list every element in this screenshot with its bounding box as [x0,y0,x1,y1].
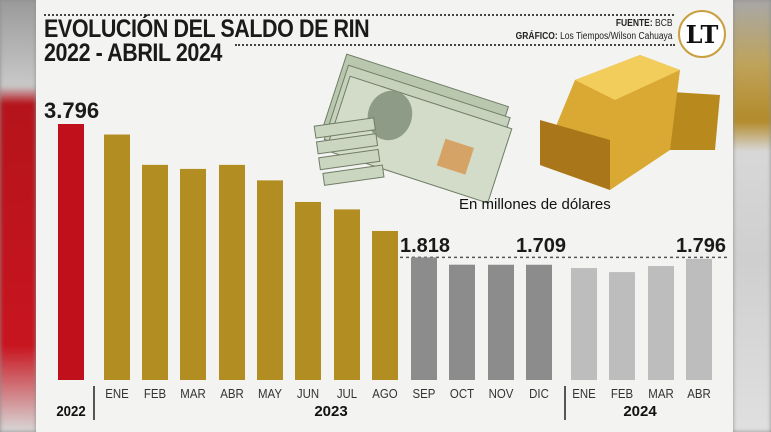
source-label: FUENTE: [616,18,654,29]
bar-13 [571,268,597,380]
category-label-14: FEB [611,386,633,401]
category-label-7: JUL [337,386,358,401]
credits: FUENTE: BCB GRÁFICO: Los Tiempos/Wilson … [516,17,673,43]
bar-1 [104,134,130,380]
unit-label: En millones de dólares [459,196,611,213]
source-value: BCB [655,18,673,29]
bar-6 [295,201,321,380]
title-line-1: EVOLUCIÓN DEL SALDO DE RIN [44,15,370,43]
data-label-9: 1.818 [400,235,450,257]
los-tiempos-logo: LT [678,10,726,58]
graphic-label: GRÁFICO: [516,31,559,42]
bar-7 [334,209,360,380]
category-label-11: NOV [489,386,515,401]
category-label-6: JUN [297,386,319,401]
bar-15 [648,266,674,380]
category-label-16: ABR [687,386,711,401]
group-label-2023: 2023 [314,403,347,420]
category-label-3: MAR [180,386,206,401]
group-label-2024: 2024 [623,403,657,420]
title-line-2: 2022 - ABRIL 2024 [44,39,222,67]
bar-2 [142,164,168,380]
graphic-value: Los Tiempos/Wilson Cahuaya [560,31,673,42]
category-label-8: AGO [372,386,397,401]
bar-0 [58,124,84,380]
data-label-16: 1.796 [676,235,726,257]
gold-bars-illustration [540,55,720,190]
bar-8 [372,230,398,380]
category-label-9: SEP [413,386,436,401]
bar-10 [449,264,475,380]
bar-11 [488,264,514,380]
divider-top [44,14,674,16]
category-label-10: OCT [450,386,475,401]
category-label-0: 2022 [56,402,85,419]
category-label-4: ABR [220,386,244,401]
bar-14 [609,272,635,380]
bar-4 [219,164,245,380]
bar-12 [526,264,552,380]
category-label-12: DIC [529,386,549,401]
category-label-1: ENE [105,386,129,401]
data-label-12: 1.709 [516,235,566,257]
background-blur-left [0,0,36,432]
dollar-bills-illustration [313,53,513,204]
category-label-5: MAY [258,386,282,401]
category-label-13: ENE [572,386,596,401]
chart-title: EVOLUCIÓN DEL SALDO DE RIN 2022 - ABRIL … [44,15,370,67]
bar-16 [686,258,712,380]
bar-9 [411,257,437,380]
bar-3 [180,168,206,380]
category-label-2: FEB [144,386,166,401]
bar-5 [257,180,283,380]
background-blur-right [733,0,771,432]
data-label-0: 3.796 [44,98,99,123]
divider-title [235,44,675,46]
category-label-15: MAR [648,386,674,401]
